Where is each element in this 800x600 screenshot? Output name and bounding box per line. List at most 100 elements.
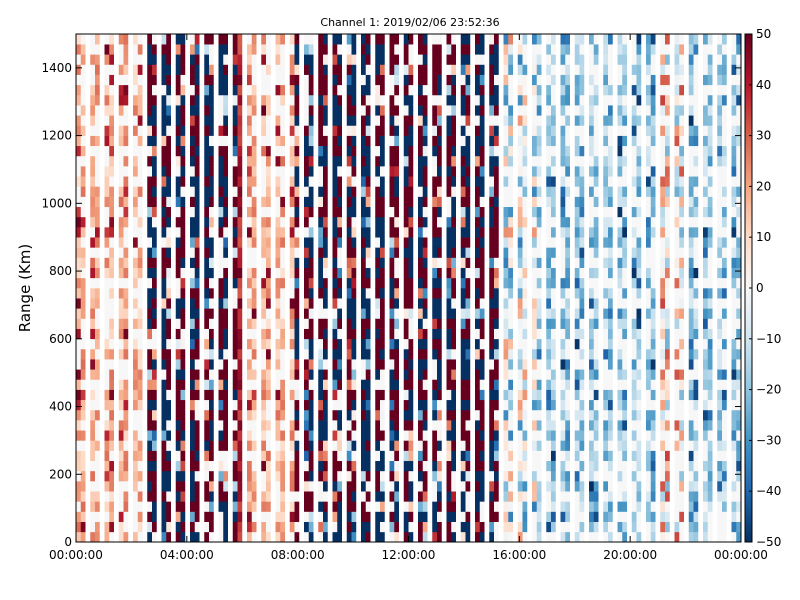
heatmap-cell (394, 196, 400, 208)
heatmap-cell (294, 328, 300, 340)
heatmap-cell (237, 54, 243, 65)
heatmap-cell (441, 470, 447, 482)
heatmap-cell (123, 135, 129, 147)
heatmap-cell (213, 338, 219, 350)
heatmap-cell (109, 379, 115, 390)
heatmap-cell (299, 521, 305, 533)
heatmap-cell (76, 409, 82, 421)
heatmap-cell (251, 318, 257, 329)
heatmap-cell (156, 257, 162, 268)
heatmap-cell (522, 34, 528, 45)
heatmap-cell (114, 338, 120, 350)
heatmap-cell (95, 105, 101, 116)
heatmap-cell (299, 176, 305, 187)
heatmap-cell (275, 125, 281, 136)
heatmap-cell (237, 227, 243, 238)
heatmap-cell (166, 105, 172, 116)
heatmap-cell (427, 308, 433, 319)
heatmap-cell (346, 125, 352, 136)
heatmap-cell (370, 135, 376, 147)
heatmap-cell (175, 227, 181, 238)
heatmap-cell (384, 155, 390, 167)
heatmap-cell (365, 267, 371, 279)
heatmap-cell (104, 34, 110, 45)
heatmap-cell (441, 277, 447, 289)
heatmap-cell (261, 460, 267, 472)
heatmap-cell (147, 277, 153, 289)
heatmap-cell (128, 155, 134, 167)
heatmap-cell (142, 94, 148, 106)
heatmap-cell (166, 348, 172, 360)
heatmap-cell (332, 186, 338, 197)
heatmap-cell (342, 460, 348, 472)
heatmap-cell (451, 74, 457, 86)
heatmap-cell (209, 247, 215, 258)
heatmap-cell (384, 379, 390, 390)
heatmap-cell (313, 135, 319, 147)
heatmap-cell (137, 84, 143, 96)
heatmap-cell (190, 369, 196, 380)
heatmap-cell (465, 460, 471, 472)
heatmap-cell (266, 501, 272, 512)
heatmap-cell (527, 359, 533, 370)
heatmap-cell (299, 277, 305, 289)
heatmap-cell (413, 247, 419, 258)
heatmap-cell (313, 521, 319, 533)
heatmap-cell (237, 196, 243, 208)
heatmap-cell (185, 359, 191, 370)
heatmap-cell (527, 501, 533, 512)
heatmap-cell (413, 531, 419, 543)
heatmap-cell (123, 389, 129, 401)
heatmap-cell (489, 166, 495, 177)
heatmap-cell (380, 257, 386, 268)
heatmap-cell (494, 105, 500, 116)
heatmap-cell (437, 399, 443, 411)
heatmap-cell (299, 64, 305, 75)
heatmap-cell (137, 409, 143, 421)
heatmap-cell (118, 166, 124, 177)
heatmap-cell (99, 420, 105, 431)
heatmap-cell (251, 288, 257, 299)
heatmap-cell (90, 247, 96, 258)
heatmap-cell (323, 115, 329, 126)
heatmap-cell (199, 84, 205, 96)
heatmap-cell (147, 359, 153, 370)
heatmap-cell (147, 54, 153, 65)
heatmap-cell (142, 34, 148, 45)
heatmap-cell (137, 115, 143, 126)
heatmap-cell (503, 328, 509, 340)
heatmap-cell (451, 338, 457, 350)
heatmap-cell (128, 176, 134, 187)
heatmap-cell (137, 64, 143, 75)
heatmap-cell (522, 94, 528, 106)
heatmap-cell (304, 481, 310, 492)
heatmap-cell (118, 135, 124, 147)
heatmap-cell (147, 491, 153, 502)
heatmap-cell (536, 318, 542, 329)
heatmap-cell (289, 155, 295, 167)
heatmap-cell (137, 176, 143, 187)
heatmap-cell (237, 318, 243, 329)
heatmap-cell (261, 420, 267, 431)
heatmap-cell (247, 237, 253, 248)
heatmap-cell (137, 54, 143, 65)
heatmap-cell (337, 227, 343, 238)
heatmap-cell (218, 166, 224, 177)
heatmap-cell (498, 379, 504, 390)
heatmap-cell (456, 369, 462, 380)
heatmap-cell (456, 145, 462, 157)
heatmap-cell (351, 501, 357, 512)
heatmap-cell (161, 54, 167, 65)
heatmap-cell (522, 450, 528, 462)
heatmap-cell (441, 74, 447, 86)
heatmap-cell (128, 64, 134, 75)
heatmap-cell (441, 450, 447, 462)
heatmap-cell (527, 409, 533, 421)
heatmap-cell (456, 511, 462, 522)
heatmap-cell (375, 267, 381, 279)
heatmap-cell (137, 399, 143, 411)
heatmap-cell (232, 440, 238, 451)
heatmap-cell (109, 135, 115, 147)
heatmap-cell (489, 328, 495, 340)
heatmap-cell (484, 196, 490, 208)
